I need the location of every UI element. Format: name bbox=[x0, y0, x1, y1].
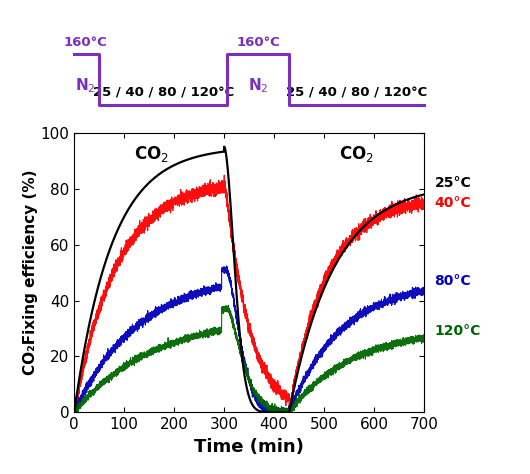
X-axis label: Time (min): Time (min) bbox=[194, 438, 304, 456]
Text: 160°C: 160°C bbox=[63, 36, 107, 49]
Text: 80°C: 80°C bbox=[435, 274, 471, 288]
Text: 25 / 40 / 80 / 120°C: 25 / 40 / 80 / 120°C bbox=[93, 86, 234, 99]
Y-axis label: CO₂Fixing efficiency (%): CO₂Fixing efficiency (%) bbox=[23, 170, 38, 375]
Text: N$_2$: N$_2$ bbox=[75, 77, 95, 95]
Text: 25°C: 25°C bbox=[435, 176, 471, 190]
Text: 120°C: 120°C bbox=[435, 324, 481, 338]
Text: N$_2$: N$_2$ bbox=[248, 77, 268, 95]
Text: 40°C: 40°C bbox=[435, 196, 471, 210]
Text: CO$_2$: CO$_2$ bbox=[134, 144, 169, 164]
Text: 25 / 40 / 80 / 120°C: 25 / 40 / 80 / 120°C bbox=[286, 86, 427, 99]
Text: 160°C: 160°C bbox=[236, 36, 280, 49]
Text: CO$_2$: CO$_2$ bbox=[339, 144, 374, 164]
